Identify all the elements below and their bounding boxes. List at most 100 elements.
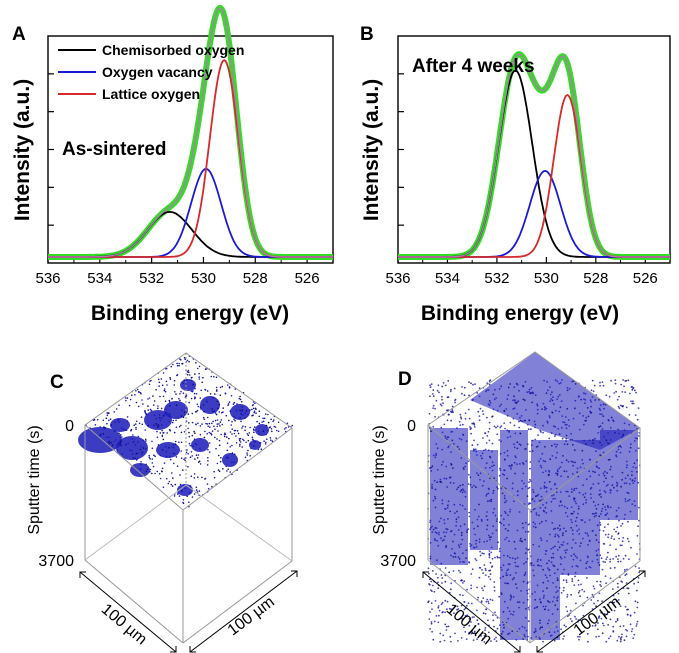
signal-dot <box>113 411 116 413</box>
signal-dot <box>190 451 193 453</box>
signal-dot <box>585 499 588 501</box>
signal-dot <box>509 466 512 468</box>
signal-dot <box>488 488 490 490</box>
signal-dot <box>557 535 560 538</box>
signal-dot <box>624 477 627 480</box>
signal-dot <box>469 428 472 431</box>
signal-dot <box>524 485 527 488</box>
signal-dot <box>553 572 556 575</box>
signal-dot <box>147 409 149 411</box>
signal-dot <box>524 616 527 619</box>
signal-dot <box>574 542 577 544</box>
signal-dot <box>438 531 440 534</box>
signal-dot <box>172 462 175 465</box>
signal-dot <box>595 512 597 514</box>
signal-dot <box>495 640 498 643</box>
signal-dot <box>623 422 626 425</box>
signal-dot <box>198 490 201 492</box>
x-tick-label: 534 <box>87 270 112 287</box>
signal-dot <box>185 395 187 398</box>
x-tick-label: 526 <box>633 270 658 287</box>
signal-dot <box>579 636 581 638</box>
signal-dot <box>430 589 432 591</box>
signal-dot <box>118 432 120 435</box>
signal-dot <box>458 448 461 451</box>
signal-dot <box>188 435 191 438</box>
signal-dot <box>550 634 553 637</box>
signal-dot <box>620 383 622 386</box>
signal-column <box>430 428 468 565</box>
signal-dot <box>565 530 567 532</box>
signal-dot <box>195 489 198 491</box>
signal-dot <box>438 520 441 523</box>
signal-dot <box>102 419 105 422</box>
signal-dot <box>627 520 629 523</box>
signal-dot <box>496 487 499 490</box>
signal-dot <box>432 395 435 397</box>
signal-dot <box>509 421 512 424</box>
signal-dot <box>460 637 463 639</box>
signal-dot <box>509 383 512 385</box>
signal-dot <box>604 508 607 511</box>
signal-dot <box>182 499 185 501</box>
signal-dot <box>634 504 636 507</box>
signal-dot <box>527 606 530 609</box>
signal-dot <box>580 398 582 401</box>
signal-dot <box>208 431 211 434</box>
signal-dot <box>451 548 453 550</box>
signal-dot <box>214 436 216 439</box>
signal-dot <box>429 519 432 522</box>
signal-dot <box>574 575 576 578</box>
signal-dot <box>99 434 102 437</box>
signal-dot <box>450 582 453 585</box>
signal-dot <box>551 600 554 603</box>
signal-dot <box>590 389 593 392</box>
signal-dot <box>234 419 236 422</box>
signal-dot <box>519 539 522 542</box>
signal-dot <box>554 379 557 382</box>
signal-dot <box>550 488 552 490</box>
signal-dot <box>486 524 489 527</box>
signal-dot <box>556 398 559 400</box>
signal-dot <box>602 472 605 475</box>
signal-dot <box>204 389 207 391</box>
signal-dot <box>588 519 591 521</box>
signal-dot <box>579 545 581 547</box>
signal-dot <box>522 638 525 641</box>
signal-dot <box>585 419 587 422</box>
signal-dot <box>601 632 604 635</box>
signal-dot <box>603 624 605 627</box>
signal-dot <box>470 584 473 587</box>
signal-dot <box>563 586 565 589</box>
signal-dot <box>565 434 568 437</box>
signal-dot <box>487 492 490 495</box>
signal-dot <box>522 384 524 387</box>
signal-dot <box>598 635 600 638</box>
signal-dot <box>636 459 638 462</box>
signal-dot <box>632 466 635 468</box>
signal-dot <box>636 418 639 421</box>
signal-dot <box>468 631 471 634</box>
signal-dot <box>482 638 484 640</box>
signal-dot <box>518 606 520 609</box>
signal-dot <box>552 528 555 530</box>
signal-dot <box>441 395 443 398</box>
signal-dot <box>554 604 557 607</box>
signal-dot <box>583 439 585 442</box>
signal-dot <box>585 416 588 419</box>
signal-dot <box>441 385 444 388</box>
signal-dot <box>541 626 544 628</box>
signal-dot <box>508 632 511 635</box>
signal-dot <box>162 438 165 441</box>
signal-dot <box>515 565 517 568</box>
signal-dot <box>475 450 478 453</box>
signal-dot <box>571 578 574 580</box>
signal-dot <box>568 425 571 427</box>
signal-dot <box>428 427 431 429</box>
signal-dot <box>609 506 612 509</box>
signal-dot <box>469 476 472 479</box>
signal-dot <box>560 557 563 560</box>
signal-dot <box>576 530 579 532</box>
signal-dot <box>608 637 610 640</box>
signal-dot <box>188 401 190 404</box>
